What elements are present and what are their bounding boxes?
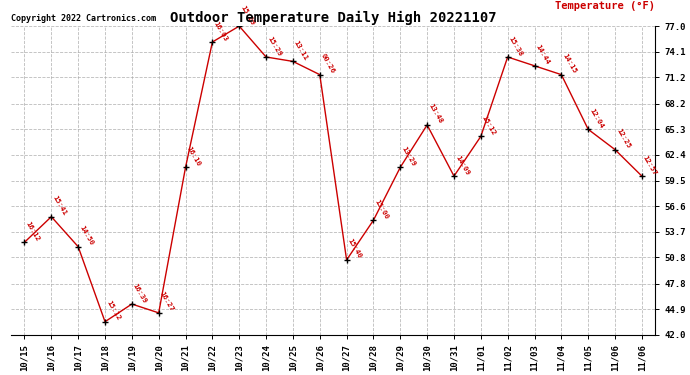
Text: 15:12: 15:12 [481, 114, 497, 136]
Text: 13:11: 13:11 [293, 39, 309, 62]
Text: 13:48: 13:48 [427, 103, 443, 125]
Text: 14:09: 14:09 [454, 154, 470, 176]
Text: 15:38: 15:38 [508, 35, 524, 57]
Text: 15:00: 15:00 [373, 198, 390, 220]
Title: Outdoor Temperature Daily High 20221107: Outdoor Temperature Daily High 20221107 [170, 11, 497, 25]
Text: Temperature (°F): Temperature (°F) [555, 1, 656, 10]
Text: 15:12: 15:12 [105, 300, 121, 322]
Text: 16:03: 16:03 [213, 20, 228, 42]
Text: 15:40: 15:40 [346, 238, 363, 260]
Text: 14:15: 14:15 [562, 53, 578, 75]
Text: 16:12: 16:12 [24, 220, 41, 242]
Text: 14:50: 14:50 [78, 225, 95, 247]
Text: 12:04: 12:04 [588, 107, 604, 129]
Text: 12:25: 12:25 [615, 128, 631, 150]
Text: 13:29: 13:29 [400, 146, 417, 167]
Text: 14:44: 14:44 [535, 44, 551, 66]
Text: Copyright 2022 Cartronics.com: Copyright 2022 Cartronics.com [11, 14, 156, 23]
Text: 16:10: 16:10 [186, 146, 201, 167]
Text: 16:39: 16:39 [132, 282, 148, 304]
Text: 16:27: 16:27 [159, 291, 175, 313]
Text: 00:26: 00:26 [319, 53, 336, 75]
Text: 12:57: 12:57 [642, 154, 658, 176]
Text: 15:41: 15:41 [51, 195, 68, 217]
Text: 15:29: 15:29 [239, 4, 255, 26]
Text: 15:29: 15:29 [266, 35, 282, 57]
